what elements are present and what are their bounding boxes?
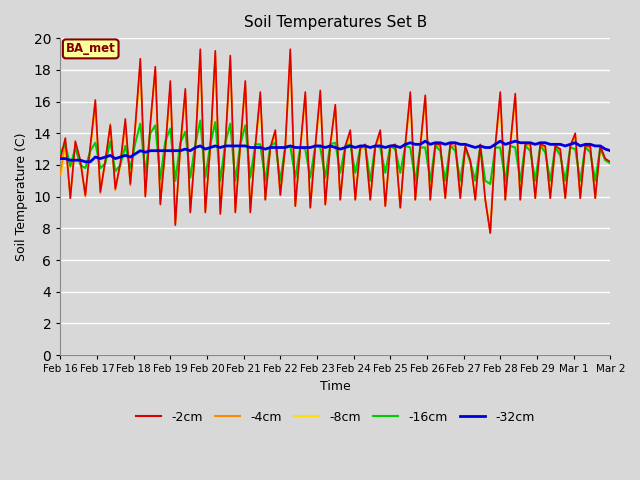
Text: BA_met: BA_met [66, 42, 116, 55]
X-axis label: Time: Time [320, 380, 351, 393]
Title: Soil Temperatures Set B: Soil Temperatures Set B [244, 15, 427, 30]
Y-axis label: Soil Temperature (C): Soil Temperature (C) [15, 132, 28, 261]
Legend: -2cm, -4cm, -8cm, -16cm, -32cm: -2cm, -4cm, -8cm, -16cm, -32cm [131, 406, 540, 429]
